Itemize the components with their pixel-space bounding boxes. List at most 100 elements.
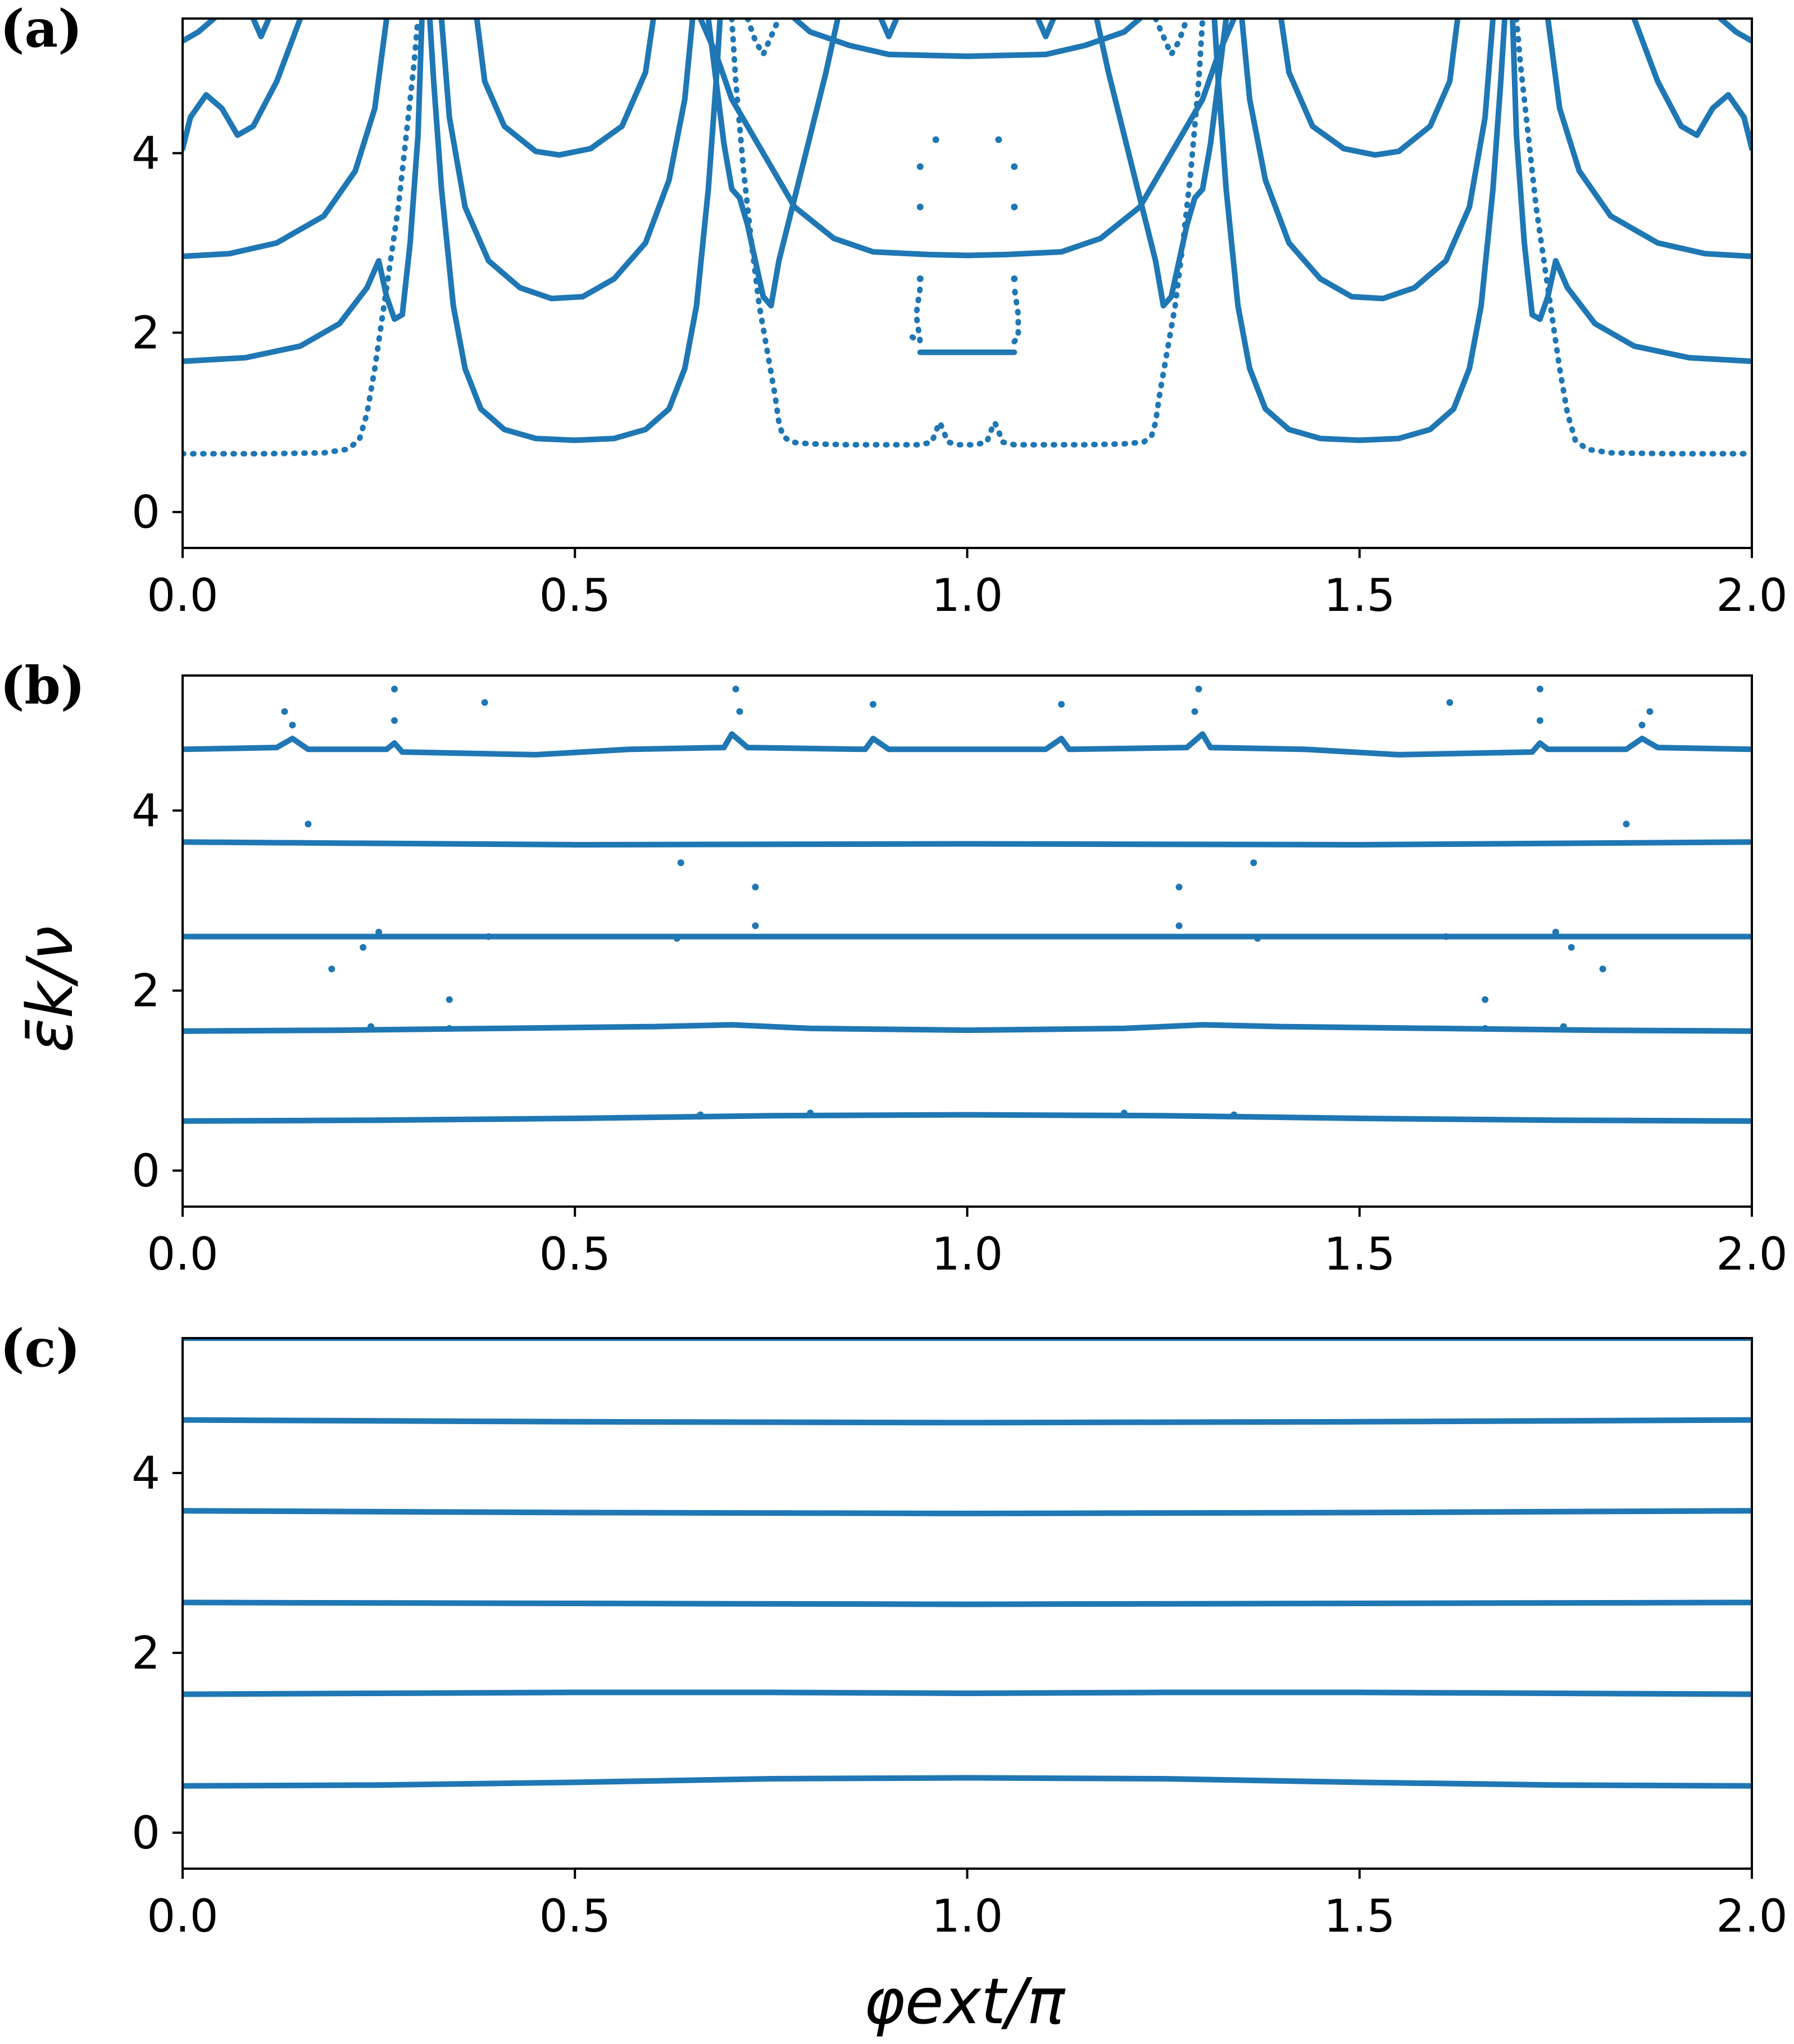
x-tick-label: 0.0 bbox=[147, 1890, 218, 1942]
x-tick-label: 2.0 bbox=[1716, 569, 1787, 622]
data-point-6-24 bbox=[1175, 922, 1183, 930]
data-point-6-18 bbox=[1623, 821, 1630, 828]
data-point-6-19 bbox=[677, 859, 684, 867]
y-tick-label: 0 bbox=[131, 486, 160, 538]
data-point-6-21 bbox=[752, 883, 759, 891]
y-axis-title-text: ε̄k/ν bbox=[14, 926, 87, 1053]
y-axis-title: ε̄k/ν bbox=[14, 926, 87, 1053]
series-line-2 bbox=[183, 1022, 1752, 1034]
series-line-5 bbox=[183, 731, 1752, 758]
panel-a: 0.0 0.5 1.0 1.5 2.0 0 2 4 (a) bbox=[0, 0, 1788, 622]
series-line-19 bbox=[1545, 19, 1752, 260]
series-line-24 bbox=[878, 19, 900, 39]
data-point-6-12 bbox=[1446, 699, 1454, 706]
data-point-30-7 bbox=[916, 275, 924, 283]
data-point-6-43 bbox=[1120, 1109, 1128, 1117]
series-line-5 bbox=[183, 1417, 1752, 1426]
data-point-6-37 bbox=[367, 1023, 375, 1030]
data-point-30-2 bbox=[932, 136, 939, 143]
series-line-6 bbox=[183, 19, 425, 364]
series-line-12 bbox=[1093, 19, 1229, 309]
data-point-6-40 bbox=[1560, 1023, 1567, 1030]
data-point-6-10 bbox=[1191, 708, 1198, 715]
series-line-27 bbox=[1718, 19, 1752, 44]
x-tick-label: 0.5 bbox=[539, 1228, 611, 1280]
data-point-6-5 bbox=[481, 699, 488, 706]
series-line-18 bbox=[1278, 19, 1461, 158]
data-point-6-17 bbox=[305, 821, 312, 828]
data-point-6-29 bbox=[1552, 928, 1559, 936]
series-line-8 bbox=[705, 19, 841, 309]
series-line-4 bbox=[183, 1508, 1752, 1516]
data-point-6-41 bbox=[697, 1111, 704, 1118]
data-point-6-38 bbox=[446, 1025, 453, 1032]
panel-c: 0.0 0.5 1.0 1.5 2.0 0 2 4 (c) bbox=[0, 1318, 1788, 1942]
data-point-6-27 bbox=[328, 966, 335, 973]
data-point-30-3 bbox=[995, 136, 1002, 143]
x-tick-label: 1.0 bbox=[932, 1890, 1003, 1942]
data-point-6-44 bbox=[1230, 1111, 1238, 1118]
data-point-6-2 bbox=[289, 722, 296, 729]
data-point-6-34 bbox=[673, 935, 680, 942]
panels-group: 0.0 0.5 1.0 1.5 2.0 0 2 4 (a) 0.0 0.5 1.0 1.5 2.0 0 2 4 (… bbox=[0, 0, 1788, 1942]
series-line-26 bbox=[1631, 19, 1752, 152]
series-line-4 bbox=[1211, 19, 1508, 443]
panel-b: 0.0 0.5 1.0 1.5 2.0 0 2 4 (b) bbox=[0, 655, 1788, 1280]
x-axis-title-text: φext/π bbox=[864, 1965, 1066, 2038]
series-line-25 bbox=[1035, 19, 1057, 39]
panel-label: (c) bbox=[0, 1318, 80, 1379]
series-line-7 bbox=[438, 19, 696, 302]
data-point-6-30 bbox=[1599, 966, 1606, 973]
x-tick-label: 1.5 bbox=[1324, 569, 1395, 622]
data-point-6-20 bbox=[1250, 859, 1257, 867]
x-tick-label: 0.0 bbox=[147, 569, 218, 622]
x-tick-label: 0.0 bbox=[147, 1228, 218, 1280]
data-point-30-5 bbox=[916, 203, 924, 211]
data-point-6-16 bbox=[1646, 708, 1654, 715]
series-line-3 bbox=[729, 19, 1206, 448]
data-point-6-4 bbox=[391, 717, 398, 724]
axes-frame bbox=[181, 674, 1753, 1208]
data-point-6-36 bbox=[1442, 933, 1450, 940]
data-point-30-1 bbox=[916, 163, 924, 170]
series-line-29 bbox=[1152, 19, 1190, 57]
series-line-13 bbox=[1239, 19, 1496, 302]
y-tick-label: 2 bbox=[131, 965, 160, 1017]
data-point-6-14 bbox=[1536, 717, 1543, 724]
series-line-1 bbox=[183, 1112, 1752, 1124]
plot-area bbox=[183, 19, 1752, 457]
data-point-6-1 bbox=[281, 708, 288, 715]
data-point-6-11 bbox=[1195, 686, 1202, 693]
x-axis-title: φext/π bbox=[864, 1965, 1066, 2038]
data-point-6-35 bbox=[1254, 935, 1261, 942]
data-point-6-15 bbox=[1638, 722, 1646, 729]
series-line-4 bbox=[183, 839, 1752, 848]
series-line-1 bbox=[183, 1775, 1752, 1789]
data-point-30-4 bbox=[1011, 163, 1018, 170]
data-point-6-9 bbox=[1058, 701, 1065, 708]
data-point-6-23 bbox=[752, 922, 759, 930]
series-line-16 bbox=[474, 19, 656, 158]
series-line-17 bbox=[697, 19, 1237, 259]
y-tick-label: 4 bbox=[131, 127, 160, 179]
series-line-14 bbox=[1510, 19, 1752, 364]
series-line-5 bbox=[1514, 19, 1752, 457]
data-point-6-13 bbox=[1536, 686, 1543, 693]
data-point-6-31 bbox=[446, 996, 453, 1003]
data-point-6-8 bbox=[869, 701, 876, 708]
series-line-21 bbox=[183, 19, 217, 44]
data-point-30-8 bbox=[1011, 275, 1018, 283]
data-point-6-3 bbox=[391, 686, 398, 693]
series-line-20 bbox=[183, 19, 303, 152]
y-tick-label: 0 bbox=[131, 1145, 160, 1197]
plot-area bbox=[183, 686, 1752, 1124]
series-line-2 bbox=[426, 19, 723, 443]
series-line-2 bbox=[183, 1689, 1752, 1697]
data-point-6-7 bbox=[736, 708, 743, 715]
series-line-9 bbox=[909, 285, 923, 345]
data-point-6-28 bbox=[1568, 944, 1575, 951]
series-line-1 bbox=[183, 19, 421, 457]
data-point-6-26 bbox=[375, 928, 383, 936]
x-tick-label: 1.5 bbox=[1324, 1890, 1395, 1942]
